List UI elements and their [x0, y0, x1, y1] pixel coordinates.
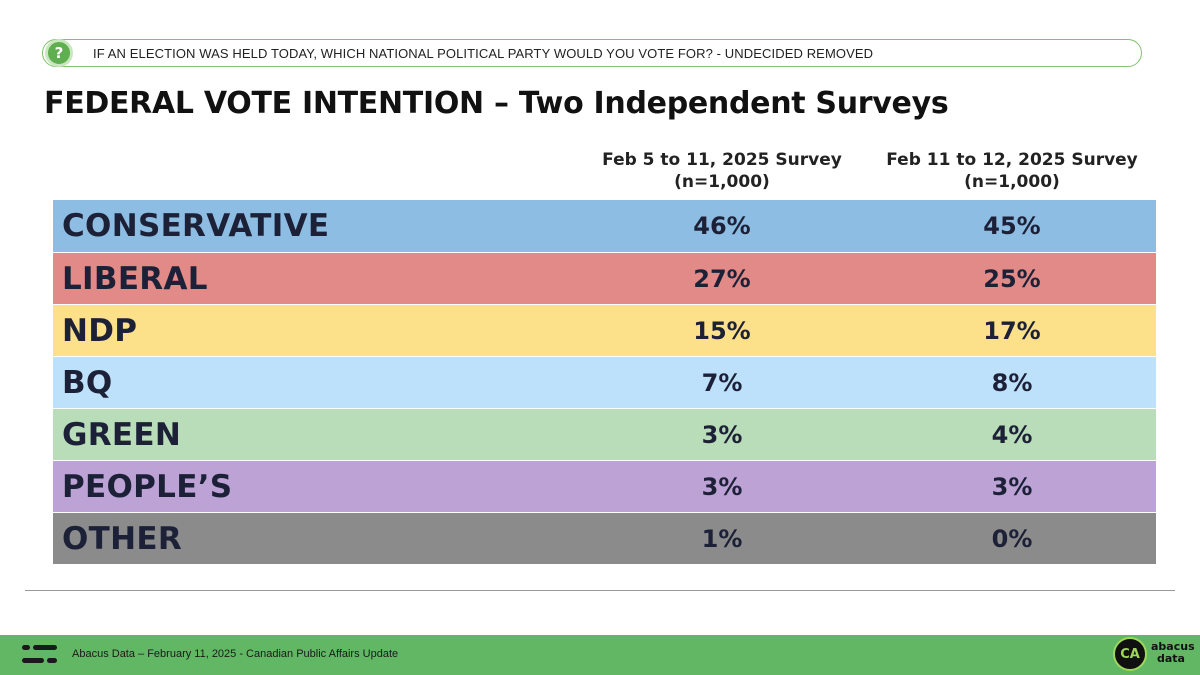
table-row: LIBERAL 27% 25%	[53, 252, 1156, 304]
survey-1-value: 1%	[701, 524, 743, 553]
party-label: CONSERVATIVE	[62, 208, 330, 244]
table-row: PEOPLE’S 3% 3%	[53, 460, 1156, 512]
survey-1-value: 46%	[693, 212, 751, 240]
survey-2-value: 45%	[983, 212, 1041, 240]
party-label: GREEN	[62, 416, 182, 453]
question-banner: ? IF AN ELECTION WAS HELD TODAY, WHICH N…	[42, 39, 1142, 67]
survey-1-value: 3%	[701, 420, 743, 449]
table-row: GREEN 3% 4%	[53, 408, 1156, 460]
question-mark-icon: ?	[45, 39, 73, 67]
survey-2-value: 25%	[983, 264, 1041, 293]
abacus-lines-icon	[22, 645, 57, 663]
vote-intention-table: CONSERVATIVE 46% 45% LIBERAL 27% 25% NDP 15% 17%…	[53, 200, 1156, 564]
ca-logo-badge: CA	[1113, 637, 1147, 671]
survey-2-value: 0%	[991, 524, 1033, 553]
survey-1-value: 3%	[701, 472, 743, 501]
brand-line-2: data	[1157, 652, 1185, 665]
table-row: CONSERVATIVE 46% 45%	[53, 200, 1156, 252]
abacus-data-logo: abacus data	[1151, 641, 1195, 665]
chart-title: FEDERAL VOTE INTENTION – Two Independent…	[44, 86, 949, 121]
survey-1-value: 15%	[693, 316, 751, 345]
table-row: BQ 7% 8%	[53, 356, 1156, 408]
column-header-sample: (n=1,000)	[964, 172, 1060, 192]
footer-bar: Abacus Data – February 11, 2025 - Canadi…	[0, 635, 1200, 675]
divider-line	[25, 590, 1175, 591]
column-header-survey-2: Feb 11 to 12, 2025 Survey (n=1,000)	[862, 149, 1162, 193]
survey-2-value: 8%	[991, 368, 1033, 397]
brand-line-1: abacus	[1151, 640, 1195, 653]
survey-1-value: 7%	[701, 368, 743, 397]
footer-text: Abacus Data – February 11, 2025 - Canadi…	[72, 648, 399, 660]
column-header-label: Feb 11 to 12, 2025 Survey	[886, 150, 1138, 170]
question-text: IF AN ELECTION WAS HELD TODAY, WHICH NAT…	[93, 46, 874, 61]
table-row: NDP 15% 17%	[53, 304, 1156, 356]
survey-1-value: 27%	[693, 264, 751, 293]
table-row: OTHER 1% 0%	[53, 512, 1156, 564]
survey-2-value: 3%	[991, 472, 1033, 501]
party-label: PEOPLE’S	[62, 468, 233, 505]
party-label: NDP	[62, 312, 138, 349]
party-label: OTHER	[62, 520, 182, 557]
column-header-sample: (n=1,000)	[674, 172, 770, 192]
survey-2-value: 17%	[983, 316, 1041, 345]
column-header-label: Feb 5 to 11, 2025 Survey	[602, 150, 842, 170]
column-header-survey-1: Feb 5 to 11, 2025 Survey (n=1,000)	[572, 149, 872, 193]
party-label: BQ	[62, 364, 113, 401]
party-label: LIBERAL	[62, 260, 208, 297]
survey-2-value: 4%	[991, 420, 1033, 449]
